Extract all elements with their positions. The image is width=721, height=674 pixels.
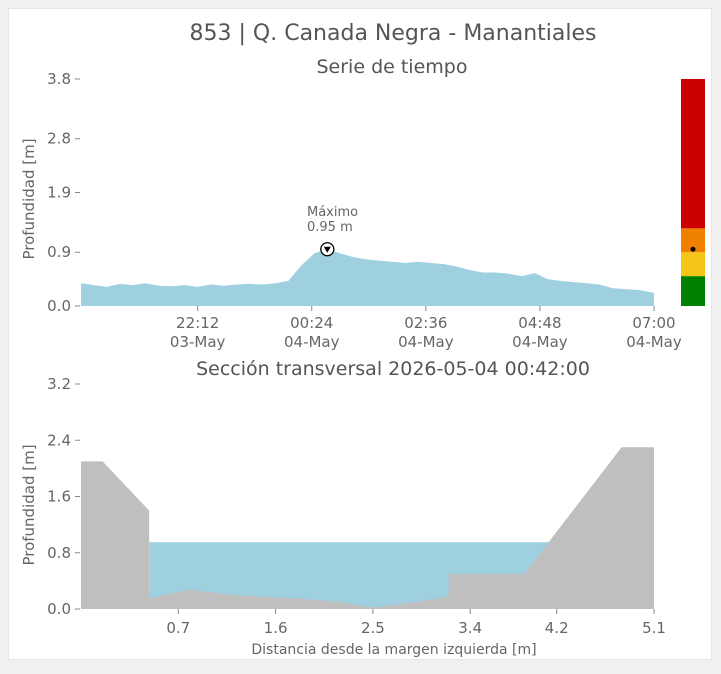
cross-section-y-tick-label: 0.0	[47, 600, 71, 618]
timeseries-x-tick-time: 02:36	[404, 314, 447, 332]
timeseries-x-axis: 22:1203-May00:2404-May02:3604-May04:4804…	[170, 306, 682, 351]
timeseries-x-tick-time: 04:48	[518, 314, 561, 332]
timeseries-y-tick-label: 0.9	[47, 243, 71, 261]
cross-section-x-axis: 0.7 1.6 2.5 3.4 4.2 5.1	[166, 609, 666, 637]
max-annotation: Máximo 0.95 m	[307, 205, 358, 257]
cross-section-x-tick-label: 4.2	[545, 619, 569, 637]
max-marker-icon	[320, 242, 335, 257]
cross-section-y-tick-label: 3.2	[47, 375, 71, 393]
cross-section-x-tick-label: 1.6	[264, 619, 288, 637]
timeseries-x-tick-date: 04-May	[284, 333, 340, 351]
timeseries-title: Serie de tiempo	[317, 56, 468, 78]
level-scale-bar	[681, 79, 705, 306]
timeseries-area	[81, 249, 654, 306]
cross-section-x-tick-label: 0.7	[166, 619, 190, 637]
timeseries-x-tick-time: 00:24	[290, 314, 333, 332]
timeseries-chart: Serie de tiempo Profundidad [m] 0.0 0.9 1.…	[20, 56, 705, 351]
cross-section-x-tick-label: 5.1	[642, 619, 666, 637]
timeseries-plot-area	[81, 249, 654, 306]
timeseries-y-tick-label: 1.9	[47, 184, 71, 202]
max-annotation-label: Máximo	[307, 205, 358, 220]
figure-title: 853 | Q. Canada Negra - Manantiales	[190, 21, 597, 46]
level-scale-segment	[681, 79, 705, 229]
timeseries-x-tick-time: 07:00	[632, 314, 675, 332]
cross-section-chart: Sección transversal 2026-05-04 00:42:00 …	[20, 358, 666, 658]
timeseries-x-tick-date: 04-May	[398, 333, 454, 351]
timeseries-x-tick-time: 22:12	[176, 314, 219, 332]
timeseries-y-tick-label: 2.8	[47, 130, 71, 148]
chart-canvas: 853 | Q. Canada Negra - Manantiales Seri…	[20, 21, 705, 658]
timeseries-y-tick-label: 3.8	[47, 70, 71, 88]
figure-panel: 853 | Q. Canada Negra - Manantiales Seri…	[8, 8, 712, 660]
max-marker-triangle	[323, 246, 331, 253]
cross-section-y-axis: 0.0 0.8 1.6 2.4 3.2	[47, 375, 80, 618]
cross-section-y-tick-label: 0.8	[47, 544, 71, 562]
timeseries-y-tick-label: 0.0	[47, 297, 71, 315]
timeseries-y-axis: 0.0 0.9 1.9 2.8 3.8	[47, 70, 80, 315]
timeseries-x-tick-date: 04-May	[512, 333, 568, 351]
max-annotation-value: 0.95 m	[307, 220, 353, 235]
timeseries-x-tick-date: 03-May	[170, 333, 226, 351]
cross-section-x-tick-label: 2.5	[361, 619, 385, 637]
timeseries-x-tick-date: 04-May	[626, 333, 682, 351]
cross-section-ylabel: Profundidad [m]	[20, 444, 38, 565]
cross-section-x-tick-label: 3.4	[458, 619, 482, 637]
cross-section-y-tick-label: 2.4	[47, 431, 71, 449]
timeseries-ylabel: Profundidad [m]	[20, 138, 38, 259]
level-scale-segment	[681, 252, 705, 277]
ground-profile	[81, 447, 654, 609]
level-scale-segment	[681, 228, 705, 253]
cross-section-y-tick-label: 1.6	[47, 488, 71, 506]
level-scale-segment	[681, 276, 705, 306]
cross-section-xlabel: Distancia desde la margen izquierda [m]	[251, 642, 536, 658]
cross-section-plot-area	[81, 447, 654, 609]
cross-section-title: Sección transversal 2026-05-04 00:42:00	[196, 358, 590, 380]
level-scale-indicator	[690, 246, 696, 252]
